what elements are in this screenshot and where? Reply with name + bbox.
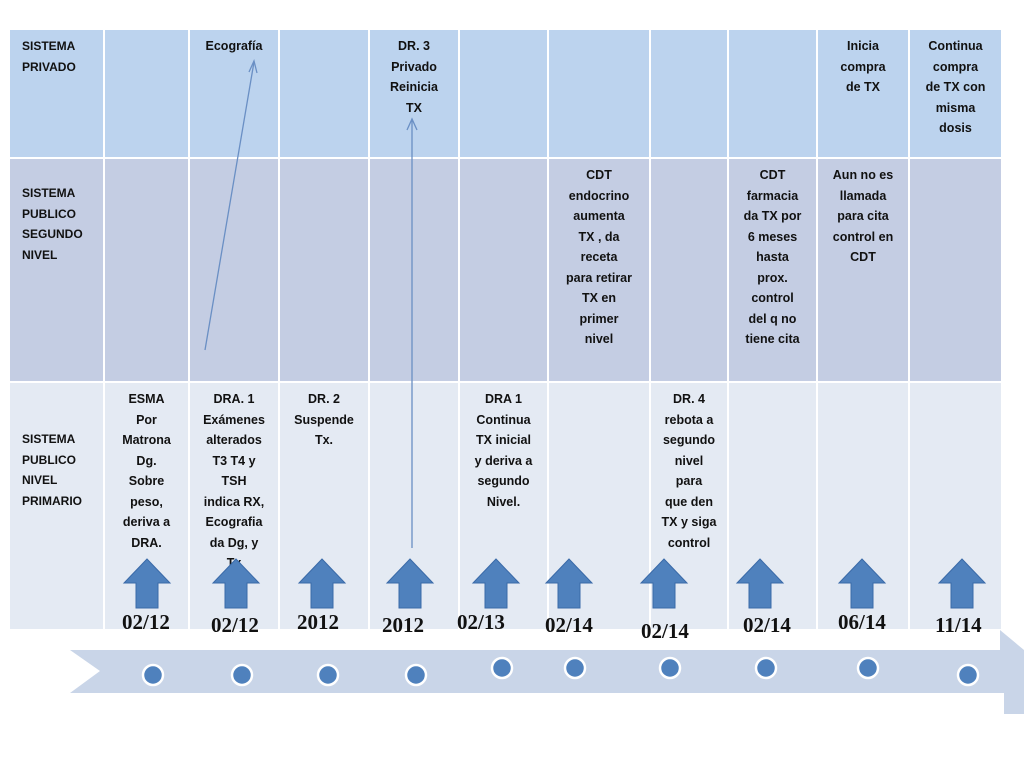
row-header-nivel-primario: SISTEMA PUBLICO NIVEL PRIMARIO <box>8 381 105 631</box>
dot-icon <box>490 656 514 680</box>
date-label: 06/14 <box>838 610 886 634</box>
cell: DRA. 1 Exámenes alterados T3 T4 y TSH in… <box>188 381 280 631</box>
dot-icon <box>141 663 165 687</box>
cell: DRA 1 Continua TX inicial y deriva a seg… <box>458 381 549 631</box>
cell <box>103 28 190 159</box>
date-label: 02/14 <box>545 613 593 637</box>
date-label: 2012 <box>297 610 339 634</box>
cell <box>649 28 729 159</box>
date-label: 02/14 <box>641 619 689 643</box>
cell: Aun no es llamada para cita control en C… <box>816 157 910 383</box>
row-header-privado: SISTEMA PRIVADO <box>8 28 105 159</box>
cell <box>458 157 549 383</box>
cell <box>188 157 280 383</box>
cell <box>368 381 460 631</box>
dot-icon <box>563 656 587 680</box>
cell <box>908 381 1003 631</box>
date-label: 02/12 <box>122 610 170 634</box>
timeline-grid: SISTEMA PRIVADO Ecografía DR. 3 Privado … <box>8 28 1003 631</box>
cell: CDT endocrino aumenta TX , da receta par… <box>547 157 651 383</box>
cell <box>727 28 818 159</box>
row-sistema-privado: SISTEMA PRIVADO Ecografía DR. 3 Privado … <box>8 28 1003 159</box>
dot-icon <box>856 656 880 680</box>
cell <box>649 157 729 383</box>
cell: Continua compra de TX con misma dosis <box>908 28 1003 159</box>
timeline-band <box>70 630 1024 714</box>
cell <box>547 381 651 631</box>
dot-icon <box>754 656 778 680</box>
dot-icon <box>316 663 340 687</box>
cell <box>103 157 190 383</box>
date-label: 02/12 <box>211 613 259 637</box>
dot-icon <box>658 656 682 680</box>
dot-icon <box>404 663 428 687</box>
timeline-dots <box>141 656 980 687</box>
cell <box>458 28 549 159</box>
cell <box>908 157 1003 383</box>
cell: DR. 2 Suspende Tx. <box>278 381 370 631</box>
cell <box>547 28 651 159</box>
dot-icon <box>230 663 254 687</box>
row-sistema-publico-segundo-nivel: SISTEMA PUBLICO SEGUNDO NIVEL CDT endocr… <box>8 157 1003 383</box>
cell <box>727 381 818 631</box>
cell: ESMA Por Matrona Dg. Sobre peso, deriva … <box>103 381 190 631</box>
cell: CDT farmacia da TX por 6 meses hasta pro… <box>727 157 818 383</box>
date-label: 02/14 <box>743 613 791 637</box>
cell <box>278 28 370 159</box>
dot-icon <box>956 663 980 687</box>
cell: DR. 4 rebota a segundo nivel para que de… <box>649 381 729 631</box>
cell <box>278 157 370 383</box>
cell: DR. 3 Privado Reinicia TX <box>368 28 460 159</box>
cell: Ecografía <box>188 28 280 159</box>
cell <box>368 157 460 383</box>
row-sistema-publico-nivel-primario: SISTEMA PUBLICO NIVEL PRIMARIO ESMA Por … <box>8 381 1003 631</box>
cell <box>816 381 910 631</box>
date-label: 02/13 <box>457 610 505 634</box>
row-header-segundo-nivel: SISTEMA PUBLICO SEGUNDO NIVEL <box>8 157 105 383</box>
cell: Inicia compra de TX <box>816 28 910 159</box>
date-label: 11/14 <box>935 613 982 637</box>
date-label: 2012 <box>382 613 424 637</box>
